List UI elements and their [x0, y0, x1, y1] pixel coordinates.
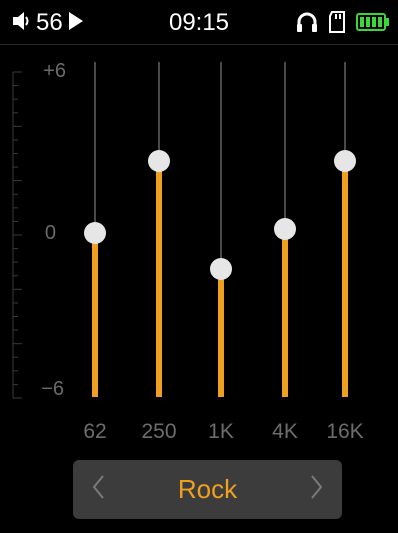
band-knob-62[interactable]: [84, 222, 106, 244]
band-track-1K[interactable]: [220, 62, 222, 397]
play-icon: [67, 10, 85, 37]
sd-card-icon: [328, 10, 346, 38]
preset-name[interactable]: Rock: [177, 474, 238, 504]
status-divider: [0, 44, 398, 45]
clock-time: 09:15: [168, 9, 230, 36]
chevron-left-icon: [91, 474, 105, 505]
chevron-right-icon: [310, 474, 324, 505]
scale-max-label: +6: [43, 60, 66, 82]
band-knob-250[interactable]: [148, 150, 170, 172]
headphones-icon: [296, 11, 318, 38]
band-label: 1K: [208, 420, 234, 443]
band-level-1K: [218, 269, 224, 397]
status-bar: 56 09:15: [0, 0, 398, 44]
speaker-icon: [12, 10, 32, 37]
band-level-4K: [282, 229, 288, 397]
band-label: 4K: [272, 420, 298, 443]
band-level-250: [156, 161, 162, 397]
band-label: 16K: [326, 420, 364, 443]
volume-value: 56: [36, 9, 63, 36]
status-left: 56: [12, 8, 85, 38]
band-level-16K: [342, 161, 348, 397]
status-right: [296, 10, 390, 38]
band-label: 250: [141, 420, 177, 443]
scale-ticks: [12, 71, 22, 399]
band-label: 62: [83, 420, 107, 443]
band-knob-1K[interactable]: [210, 258, 232, 280]
battery-icon: [356, 12, 390, 37]
next-preset-button[interactable]: [292, 460, 342, 519]
band-knob-16K[interactable]: [334, 150, 356, 172]
preset-selector: Rock: [73, 460, 342, 519]
db-scale: +6 0 −6: [12, 60, 72, 405]
band-knob-4K[interactable]: [274, 218, 296, 241]
scale-zero-label: 0: [44, 222, 56, 244]
scale-min-label: −6: [41, 378, 64, 400]
prev-preset-button[interactable]: [73, 460, 123, 519]
band-level-62: [92, 233, 98, 397]
